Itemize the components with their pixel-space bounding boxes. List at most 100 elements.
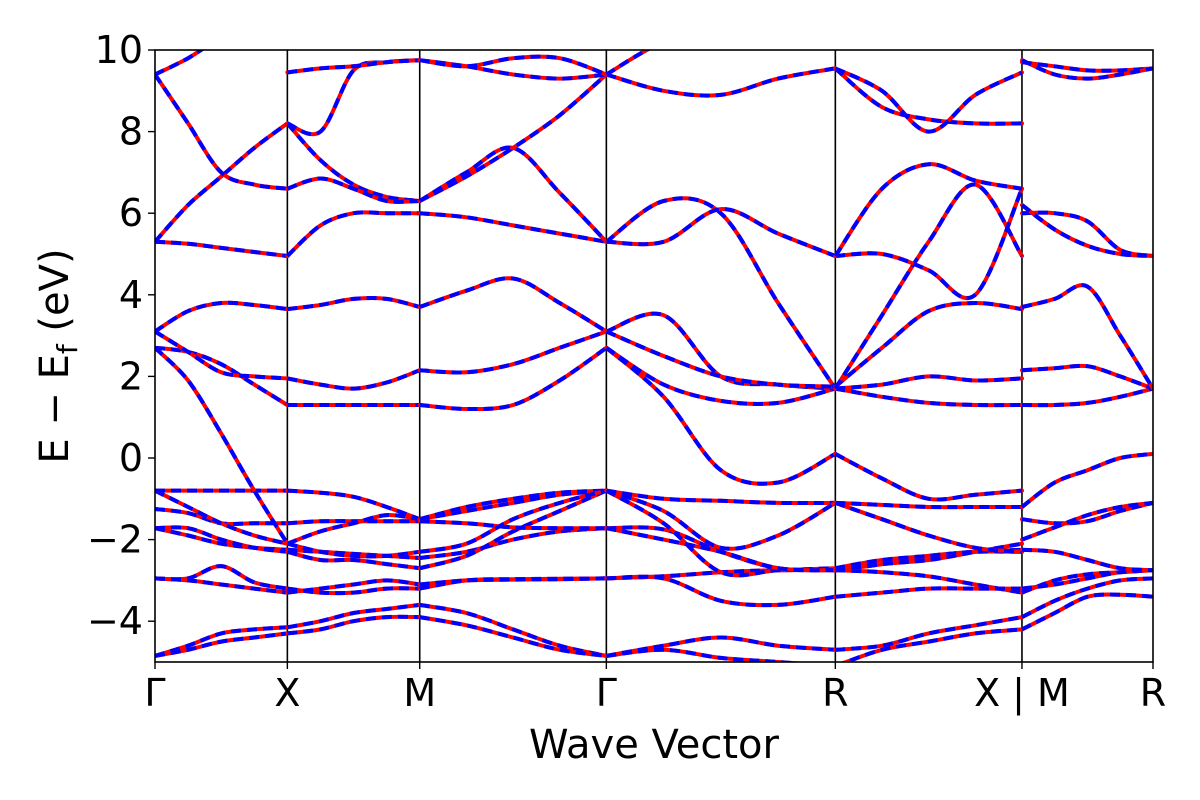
band-line-overlay xyxy=(605,346,837,486)
band-line xyxy=(833,374,1024,391)
band-line-overlay xyxy=(605,66,836,98)
band-line-overlay xyxy=(419,615,607,658)
band-line-overlay xyxy=(287,578,420,595)
band-line-overlay xyxy=(606,526,836,573)
y-axis-title-main: E − E xyxy=(32,354,78,464)
band-line-overlay xyxy=(606,574,836,608)
band-line-overlay xyxy=(605,50,651,77)
band-line xyxy=(833,615,1024,652)
band-line-overlay xyxy=(155,121,289,244)
y-tick-label: 0 xyxy=(119,436,143,480)
band-line-overlay xyxy=(1021,576,1153,619)
band-line-overlay xyxy=(834,549,1023,571)
x-tick-label: X | M xyxy=(974,671,1070,716)
band-line-overlay xyxy=(606,488,836,506)
band-line-overlay xyxy=(287,519,420,526)
band-line xyxy=(417,276,609,334)
band-line-overlay xyxy=(606,647,806,662)
band-line-overlay xyxy=(419,602,607,658)
band-lines xyxy=(155,50,1153,662)
band-line-overlay xyxy=(419,488,608,571)
band-line-overlay xyxy=(155,525,288,554)
band-line-overlay xyxy=(419,488,607,522)
band-line-overlay xyxy=(287,58,420,75)
x-axis: Γ X M Γ R X | M R xyxy=(144,662,1166,716)
band-line-overlay xyxy=(1021,386,1153,408)
band-line-overlay xyxy=(834,66,1023,134)
x-tick-label: R xyxy=(822,671,848,715)
y-tick-label: −4 xyxy=(87,599,143,643)
band-line xyxy=(1020,592,1153,632)
band-line xyxy=(417,211,609,244)
band-line-overlay xyxy=(840,627,1023,662)
band-line-overlay xyxy=(155,346,290,545)
band-line xyxy=(604,345,838,406)
band-line xyxy=(417,145,609,244)
band-line xyxy=(1020,451,1153,509)
band-line-overlay xyxy=(286,513,420,546)
y-axis-title: E − Ef (eV) xyxy=(32,248,84,463)
plot-frame xyxy=(154,49,1154,663)
band-line-overlay xyxy=(286,541,420,559)
band-line-overlay xyxy=(834,300,1023,389)
band-line-overlay xyxy=(155,631,288,658)
band-line-overlay xyxy=(418,145,608,244)
band-line-overlay xyxy=(155,576,288,595)
y-tick-label: −2 xyxy=(87,518,143,562)
y-tick-label: 6 xyxy=(119,191,143,235)
band-line-overlay xyxy=(1021,568,1153,591)
band-line-overlay xyxy=(155,73,288,191)
band-line xyxy=(417,345,609,412)
band-line xyxy=(285,210,422,258)
band-line-overlay xyxy=(287,488,421,522)
band-line-overlay xyxy=(605,329,836,389)
y-tick-label: 4 xyxy=(119,273,143,317)
band-line-overlay xyxy=(834,501,1023,554)
band-line-overlay xyxy=(155,239,288,258)
band-line-overlay xyxy=(834,386,1023,408)
band-line-overlay xyxy=(418,72,608,203)
x-tick-label: Γ xyxy=(596,671,617,715)
band-line-overlay xyxy=(287,602,420,630)
band-line-overlay xyxy=(1021,58,1153,81)
band-line-overlay xyxy=(1021,500,1153,526)
band-line-overlay xyxy=(835,187,1024,300)
band-line-overlay xyxy=(1021,592,1153,632)
band-line-overlay xyxy=(834,452,1023,502)
y-tick-label: 8 xyxy=(119,110,143,154)
band-line-overlay xyxy=(286,549,420,571)
band-line xyxy=(155,329,290,381)
band-line xyxy=(155,121,290,244)
band-line-overlay xyxy=(286,176,420,204)
band-line-overlay xyxy=(155,300,288,334)
band-line xyxy=(417,519,609,531)
band-line xyxy=(604,196,838,391)
x-tick-label: M xyxy=(403,671,436,715)
band-line-overlay xyxy=(605,196,837,390)
band-line-overlay xyxy=(1020,203,1153,258)
band-line-overlay xyxy=(1020,451,1153,509)
band-line xyxy=(833,500,1024,554)
band-line xyxy=(833,182,1024,391)
band-line-overlay xyxy=(605,488,837,551)
band-line-overlay xyxy=(155,345,289,407)
band-line-overlay xyxy=(1021,547,1153,573)
y-tick-label: 10 xyxy=(95,28,143,72)
band-line-overlay xyxy=(287,296,421,312)
band-line-overlay xyxy=(286,210,420,258)
band-line-overlay xyxy=(287,368,421,391)
x-axis-title: Wave Vector xyxy=(529,722,780,768)
band-line-overlay xyxy=(419,488,607,522)
band-line-overlay xyxy=(155,625,288,658)
band-line-overlay xyxy=(1021,283,1153,390)
band-line-overlay xyxy=(155,50,205,77)
x-tick-label: R xyxy=(1140,671,1166,715)
band-line-overlay xyxy=(419,346,608,412)
y-axis-title-subscript: f xyxy=(51,343,84,354)
y-tick-label: 2 xyxy=(119,354,143,398)
kpoint-lines xyxy=(286,50,1023,662)
band-line-overlay xyxy=(419,488,607,554)
band-line-overlay xyxy=(833,162,1023,258)
band-line-overlay xyxy=(419,276,608,334)
